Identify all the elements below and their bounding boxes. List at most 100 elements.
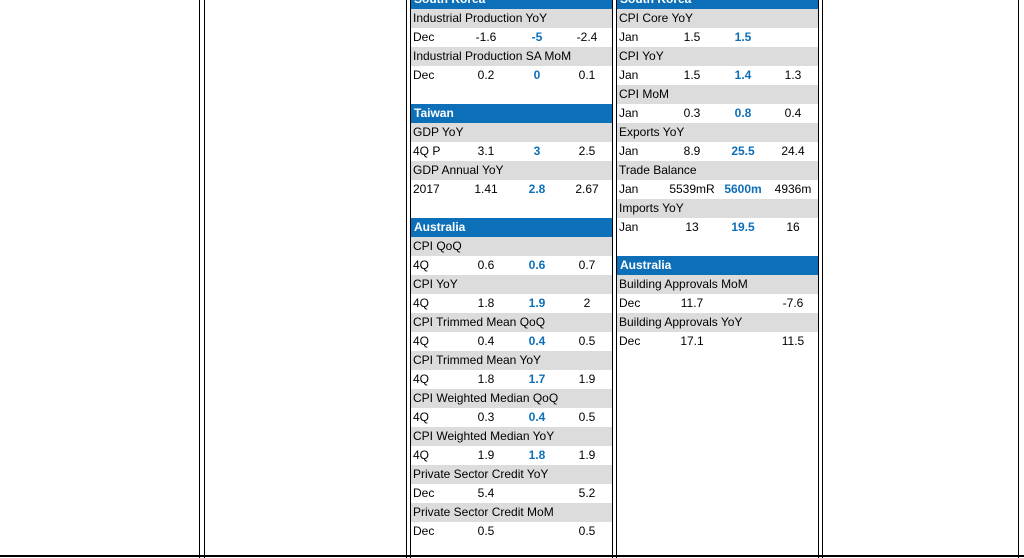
- indicator-values-row: 4Q 1.8 1.9 2: [411, 294, 612, 313]
- actual-cell: 0.3: [477, 410, 495, 424]
- indicator-name: Building Approvals YoY: [617, 313, 818, 332]
- indicator-name: Private Sector Credit MoM: [411, 503, 612, 522]
- period-cell: Jan: [619, 220, 639, 234]
- period-cell: Dec: [413, 68, 435, 82]
- actual-cell: 1.41: [474, 182, 498, 196]
- prior-cell: 2.67: [575, 182, 599, 196]
- actual-cell: 5539mR: [669, 182, 715, 196]
- indicator-name: CPI QoQ: [411, 237, 612, 256]
- indicator-name: GDP YoY: [411, 123, 612, 142]
- consensus-cell: 0.6: [528, 258, 546, 272]
- prior-cell: 2.5: [578, 144, 596, 158]
- indicator-name: Industrial Production SA MoM: [411, 47, 612, 66]
- actual-cell: 3.1: [477, 144, 495, 158]
- period-cell: 4Q: [413, 296, 430, 310]
- prior-cell: -7.6: [782, 296, 804, 310]
- section-spacer: [411, 85, 612, 104]
- consensus-cell: 1.8: [528, 448, 546, 462]
- actual-cell: 0.5: [477, 524, 495, 538]
- consensus-cell: 0.4: [528, 334, 546, 348]
- prior-cell: 0.5: [578, 410, 596, 424]
- indicator-values-row: Dec 0.2 0 0.1: [411, 66, 612, 85]
- indicator-values-row: 4Q 1.8 1.7 1.9: [411, 370, 612, 389]
- actual-cell: 8.9: [683, 144, 701, 158]
- consensus-cell: 0: [533, 68, 541, 82]
- section-spacer: [411, 199, 612, 218]
- period-cell: 2017: [413, 182, 440, 196]
- indicator-values-row: 4Q 1.9 1.8 1.9: [411, 446, 612, 465]
- prior-cell: 0.5: [578, 524, 596, 538]
- region-header: South Korea: [617, 0, 818, 9]
- indicator-values-row: 4Q 0.3 0.4 0.5: [411, 408, 612, 427]
- page-border-left-2: [204, 0, 205, 558]
- indicator-values-row: 4Q 0.6 0.6 0.7: [411, 256, 612, 275]
- indicator-name: Industrial Production YoY: [411, 9, 612, 28]
- actual-cell: 1.5: [683, 68, 701, 82]
- table-border-left-2: [410, 0, 411, 558]
- consensus-cell: 1.5: [734, 30, 752, 44]
- period-cell: 4Q: [413, 448, 430, 462]
- indicator-values-row: Jan 1.5 1.4 1.3: [617, 66, 818, 85]
- prior-cell: 0.1: [578, 68, 596, 82]
- consensus-cell: 1.7: [528, 372, 546, 386]
- prior-cell: 2: [583, 296, 591, 310]
- indicator-values-row: Dec -1.6 -5 -2.4: [411, 28, 612, 47]
- table-border-right-1: [818, 0, 819, 558]
- indicator-name: CPI Trimmed Mean QoQ: [411, 313, 612, 332]
- consensus-cell: 5600m: [724, 182, 762, 196]
- column-divider-2: [616, 0, 617, 558]
- indicator-name: Imports YoY: [617, 199, 818, 218]
- indicator-values-row: Dec 0.5 0.5: [411, 522, 612, 541]
- actual-cell: 1.8: [477, 372, 495, 386]
- indicator-name: CPI Weighted Median YoY: [411, 427, 612, 446]
- consensus-cell: 1.4: [734, 68, 752, 82]
- page-border-left-1: [199, 0, 200, 558]
- indicator-values-row: Jan 1.5 1.5: [617, 28, 818, 47]
- indicator-values-row: Dec 17.1 11.5: [617, 332, 818, 351]
- indicator-values-row: Jan 5539mR 5600m 4936m: [617, 180, 818, 199]
- actual-cell: 0.3: [683, 106, 701, 120]
- consensus-cell: 19.5: [731, 220, 755, 234]
- prior-cell: 0.4: [784, 106, 802, 120]
- consensus-cell: 25.5: [731, 144, 755, 158]
- prior-cell: 0.7: [578, 258, 596, 272]
- consensus-cell: 2.8: [528, 182, 546, 196]
- prior-cell: 0.5: [578, 334, 596, 348]
- period-cell: Dec: [413, 524, 435, 538]
- indicator-values-row: Dec 5.4 5.2: [411, 484, 612, 503]
- indicator-name: Exports YoY: [617, 123, 818, 142]
- period-cell: Dec: [413, 486, 435, 500]
- actual-cell: 13: [685, 220, 699, 234]
- prior-cell: 1.9: [578, 448, 596, 462]
- consensus-cell: 0.8: [734, 106, 752, 120]
- indicator-values-row: Dec 11.7 -7.6: [617, 294, 818, 313]
- period-cell: Dec: [619, 334, 641, 348]
- region-header: Taiwan: [411, 104, 612, 123]
- period-cell: 4Q: [413, 334, 430, 348]
- indicator-name: CPI YoY: [411, 275, 612, 294]
- actual-cell: 5.4: [477, 486, 495, 500]
- data-column-left: South KoreaIndustrial Production YoY Dec -…: [411, 0, 612, 541]
- indicator-name: CPI MoM: [617, 85, 818, 104]
- actual-cell: 17.1: [680, 334, 704, 348]
- consensus-cell: 1.9: [528, 296, 546, 310]
- consensus-cell: -5: [531, 30, 543, 44]
- indicator-name: Building Approvals MoM: [617, 275, 818, 294]
- period-cell: 4Q: [413, 410, 430, 424]
- indicator-name: Trade Balance: [617, 161, 818, 180]
- prior-cell: -2.4: [576, 30, 598, 44]
- actual-cell: 0.2: [477, 68, 495, 82]
- period-cell: 4Q: [413, 258, 430, 272]
- indicator-values-row: Jan 0.3 0.8 0.4: [617, 104, 818, 123]
- prior-cell: 11.5: [781, 334, 805, 348]
- actual-cell: 0.6: [477, 258, 495, 272]
- period-cell: Jan: [619, 144, 639, 158]
- region-header: South Korea: [411, 0, 612, 9]
- region-header: Australia: [617, 256, 818, 275]
- period-cell: Jan: [619, 182, 639, 196]
- indicator-name: GDP Annual YoY: [411, 161, 612, 180]
- consensus-cell: 3: [533, 144, 541, 158]
- page-border-right: [1018, 0, 1019, 558]
- indicator-name: CPI Core YoY: [617, 9, 818, 28]
